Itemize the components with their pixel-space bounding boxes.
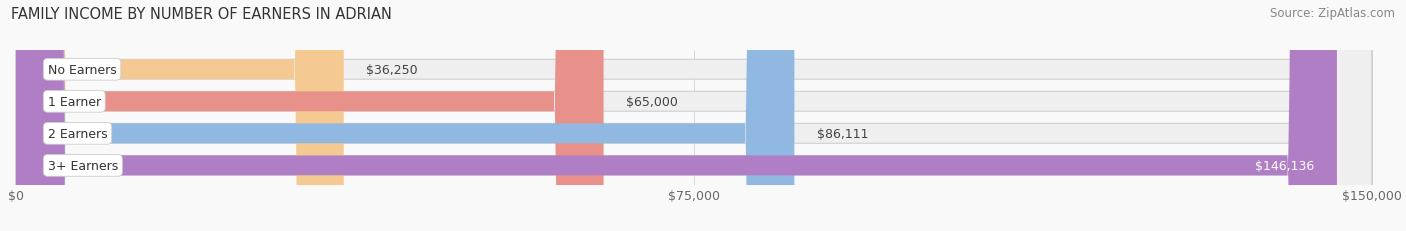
Text: FAMILY INCOME BY NUMBER OF EARNERS IN ADRIAN: FAMILY INCOME BY NUMBER OF EARNERS IN AD… [11, 7, 392, 22]
Text: $86,111: $86,111 [817, 127, 869, 140]
Text: Source: ZipAtlas.com: Source: ZipAtlas.com [1270, 7, 1395, 20]
FancyBboxPatch shape [15, 0, 794, 231]
Text: 1 Earner: 1 Earner [48, 95, 101, 108]
FancyBboxPatch shape [15, 0, 1372, 231]
FancyBboxPatch shape [15, 0, 343, 231]
Text: $146,136: $146,136 [1256, 159, 1315, 172]
FancyBboxPatch shape [15, 0, 1372, 231]
FancyBboxPatch shape [15, 0, 1372, 231]
Text: $65,000: $65,000 [626, 95, 678, 108]
Text: $36,250: $36,250 [367, 64, 418, 76]
Text: 2 Earners: 2 Earners [48, 127, 107, 140]
Text: No Earners: No Earners [48, 64, 117, 76]
FancyBboxPatch shape [15, 0, 603, 231]
FancyBboxPatch shape [15, 0, 1372, 231]
FancyBboxPatch shape [15, 0, 1337, 231]
Text: 3+ Earners: 3+ Earners [48, 159, 118, 172]
